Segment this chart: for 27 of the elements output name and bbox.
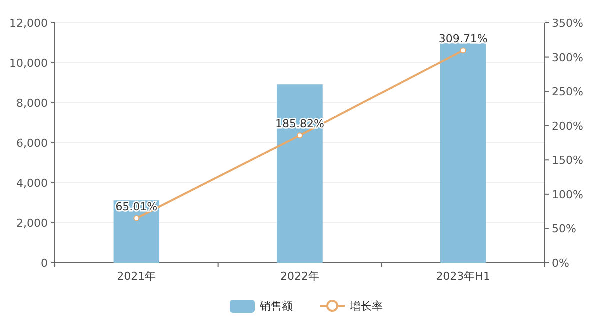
y-tick-label: 6,000 xyxy=(16,137,48,150)
x-tick-label: 2021年 xyxy=(117,270,156,283)
y-tick-label: 8,000 xyxy=(16,97,48,110)
y2-tick-label: 200% xyxy=(552,120,584,133)
point xyxy=(297,132,303,139)
data-label: 309.71% xyxy=(438,32,488,46)
y-tick-label: 4,000 xyxy=(16,177,48,190)
point xyxy=(134,215,140,222)
y-tick-label: 2,000 xyxy=(16,217,48,230)
bar xyxy=(277,84,323,263)
legend-label: 增长率 xyxy=(349,300,383,313)
x-tick-label: 2022年 xyxy=(280,270,320,283)
y2-tick-label: 300% xyxy=(552,51,584,64)
bar xyxy=(440,44,486,263)
y2-tick-label: 50% xyxy=(552,222,576,236)
y-tick-label: 12,000 xyxy=(10,17,48,30)
y2-tick-label: 0% xyxy=(552,257,570,270)
y-tick-label: 0 xyxy=(41,257,48,270)
y2-tick-label: 350% xyxy=(552,17,584,30)
point xyxy=(460,48,466,54)
data-label: 65.01% xyxy=(116,200,158,214)
y2-tick-label: 150% xyxy=(552,154,584,168)
legend-label: 销售额 xyxy=(259,300,293,313)
y-tick-label: 10,000 xyxy=(10,57,48,70)
x-tick-label: 2023年H1 xyxy=(436,270,490,283)
y2-tick-label: 100% xyxy=(552,188,584,202)
y2-tick-label: 250% xyxy=(552,86,584,99)
